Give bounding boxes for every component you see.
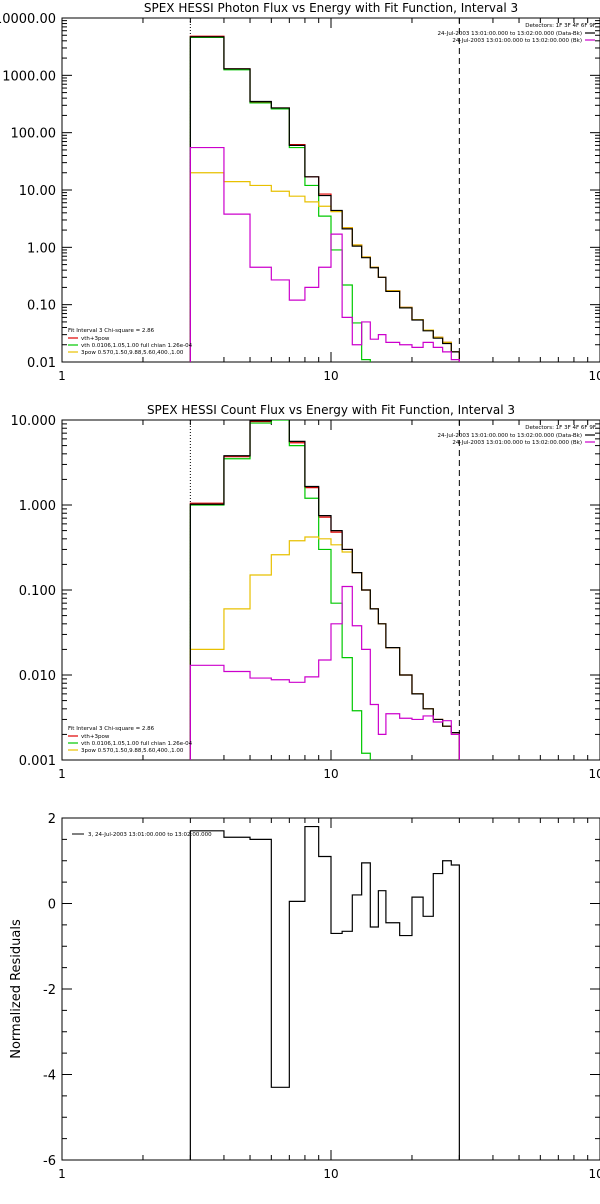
x-tick-label: 10 xyxy=(323,369,338,383)
fit-legend-label: 3pow 0.570,1.50,9.88,5.60,400.,1.00 xyxy=(81,748,184,754)
plot-data xyxy=(190,417,459,870)
y-tick-label: 0.100 xyxy=(19,584,56,599)
y-tick-label: 10.000 xyxy=(11,414,57,429)
y-tick-label: -6 xyxy=(43,1154,56,1169)
background-series-line xyxy=(190,586,459,790)
fit-legend-label: vth+3pow xyxy=(81,336,110,342)
3pow-series-line xyxy=(190,173,459,392)
fit-legend-label: vth+3pow xyxy=(81,734,110,740)
x-tick-label: 10 xyxy=(323,767,338,781)
background-series-line xyxy=(190,148,459,392)
residuals-panel: 1 10 100 -6 -4 -2 0 2 Normalized Residuals 3, 24-… xyxy=(9,812,600,1181)
time-range-label: 24-Jul-2003 13:01:00.000 to 13:02:00.000… xyxy=(438,31,583,37)
y-tick-label: 10000.00 xyxy=(0,12,56,27)
residual-legend-label: 3, 24-Jul-2003 13:01:00.000 to 13:02:00.… xyxy=(88,832,212,838)
x-axis-ticks xyxy=(62,818,588,1160)
y-axis-label: Normalized Residuals xyxy=(9,919,24,1059)
y-tick-label: 1000.00 xyxy=(2,69,56,84)
plot-data xyxy=(190,827,459,1160)
residual-series-line xyxy=(190,827,459,1160)
y-tick-label: -2 xyxy=(43,983,56,998)
fit-legend-label: vth 0.0106,1.05,1.00 full chian 1.26e-04 xyxy=(81,741,193,747)
data-series-line xyxy=(190,417,459,790)
x-tick-label: 1 xyxy=(58,369,66,383)
x-tick-label: 100 xyxy=(589,1167,600,1181)
x-axis-ticks xyxy=(62,18,588,362)
3pow-series-line xyxy=(190,537,459,790)
fit-header-label: Fit Interval 3 Chi-square = 2.86 xyxy=(68,328,155,334)
y-tick-label: 0 xyxy=(48,898,56,913)
x-tick-label: 10 xyxy=(323,1167,338,1181)
y-tick-label: 100.00 xyxy=(11,127,57,142)
time-range-label: 24-Jul-2003 13:01:00.000 to 13:02:00.000… xyxy=(438,433,583,439)
x-tick-label: 1 xyxy=(58,1167,66,1181)
count-flux-panel: SPEX HESSI Count Flux vs Energy with Fit… xyxy=(11,403,600,871)
vth-series-line xyxy=(190,420,459,871)
plot-frame xyxy=(62,18,600,362)
y-tick-label: 0.001 xyxy=(19,754,56,769)
y-tick-label: 0.010 xyxy=(19,669,56,684)
y-tick-label: 10.00 xyxy=(19,184,56,199)
fit-header-label: Fit Interval 3 Chi-square = 2.86 xyxy=(68,726,155,732)
x-tick-label: 100 xyxy=(589,369,600,383)
detectors-label: Detectors: 1F 3F 4F 6F 9F xyxy=(525,425,596,431)
y-tick-label: 0.10 xyxy=(27,299,56,314)
y-tick-label: -4 xyxy=(43,1069,56,1084)
chart-title: SPEX HESSI Count Flux vs Energy with Fit… xyxy=(147,403,515,417)
y-tick-label: 1.000 xyxy=(19,499,56,514)
x-axis-ticks xyxy=(62,420,588,760)
time-range-label: 24-Jul-2003 13:01:00.000 to 13:02:00.000… xyxy=(452,38,582,44)
y-tick-label: 2 xyxy=(48,812,56,827)
fit-legend-label: 3pow 0.570,1.50,9.88,5.60,400.,1.00 xyxy=(81,350,184,356)
vth-3pow-series-line xyxy=(190,418,459,790)
x-tick-label: 1 xyxy=(58,767,66,781)
y-tick-label: 0.01 xyxy=(27,356,56,371)
x-tick-label: 100 xyxy=(589,767,600,781)
fit-legend-label: vth 0.0106,1.05,1.00 full chian 1.26e-04 xyxy=(81,343,193,349)
y-axis-ticks xyxy=(62,21,600,362)
time-range-label: 24-Jul-2003 13:01:00.000 to 13:02:00.000… xyxy=(452,440,582,446)
chart-title: SPEX HESSI Photon Flux vs Energy with Fi… xyxy=(144,1,518,15)
detectors-label: Detectors: 1F 3F 4F 6F 9F xyxy=(525,23,596,29)
y-tick-label: 1.00 xyxy=(27,241,56,256)
